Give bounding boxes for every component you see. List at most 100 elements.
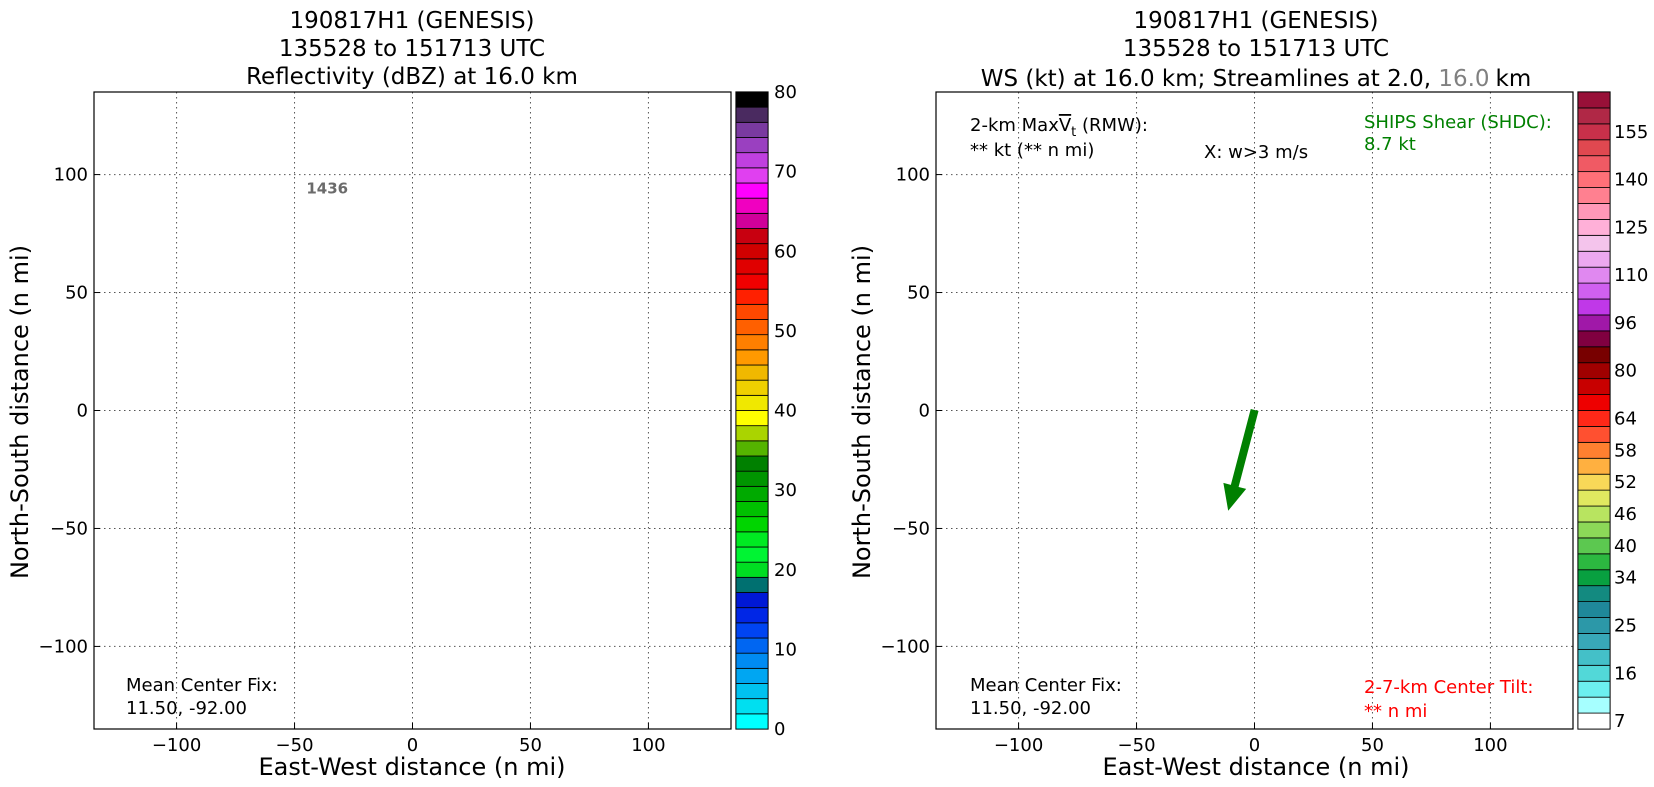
reflectivity-colorbar-tick-label: 40	[774, 401, 797, 422]
reflectivity-y-tick-label: −100	[39, 636, 88, 657]
wind-speed-colorbar-bin	[1577, 250, 1611, 268]
wind-speed-colorbar-bin	[1577, 680, 1611, 698]
wind-speed-colorbar-tick-label: 34	[1614, 568, 1637, 589]
wind-speed-colorbar-bin	[1577, 314, 1611, 332]
wind-speed-colorbar-bin	[1577, 282, 1611, 300]
wind-speed-center-fix-title: Mean Center Fix:	[970, 675, 1122, 696]
reflectivity-y-tick-label: 0	[77, 401, 88, 422]
reflectivity-colorbar-bin	[735, 637, 769, 654]
wind-speed-colorbar-bin	[1577, 330, 1611, 348]
max-vt-symbol: V	[1059, 115, 1072, 136]
wind-speed-colorbar-tick-label: 52	[1614, 472, 1637, 493]
max-vt-value: ** kt (** n mi)	[970, 140, 1094, 161]
reflectivity-colorbar-bin	[735, 182, 769, 199]
reflectivity-title-line-3: Reflectivity (dBZ) at 16.0 km	[246, 64, 578, 90]
reflectivity-colorbar-bin	[735, 652, 769, 669]
reflectivity-x-tick-label: 50	[519, 735, 542, 756]
wind-speed-colorbar-bin	[1577, 696, 1611, 714]
reflectivity-colorbar-tick-label: 50	[774, 321, 797, 342]
max-vt-label: 2-km MaxVt (RMW):	[970, 115, 1148, 140]
reflectivity-title-line-1: 190817H1 (GENESIS)	[289, 8, 534, 34]
reflectivity-colorbar-bin	[735, 667, 769, 684]
reflectivity-colorbar-tick-label: 80	[774, 82, 797, 103]
reflectivity-colorbar-bin	[735, 288, 769, 305]
reflectivity-axis-ticks: −100 −50 0 50 100 −100 −50 0 50 100	[39, 165, 666, 756]
wind-speed-colorbar-bin	[1577, 203, 1611, 220]
reflectivity-colorbar-bin	[735, 516, 769, 533]
reflectivity-colorbar-tick-label: 10	[774, 639, 797, 660]
wind-speed-colorbar-tick-label: 64	[1614, 408, 1637, 429]
reflectivity-time-label: 1436	[306, 179, 348, 197]
max-vt-prefix: 2-km Max	[970, 115, 1059, 136]
reflectivity-colorbar-bin	[735, 561, 769, 578]
wind-speed-colorbar-bin	[1577, 378, 1611, 395]
reflectivity-y-tick-label: 100	[54, 165, 88, 186]
reflectivity-colorbar-bin	[735, 349, 769, 366]
reflectivity-colorbar-bin	[735, 273, 769, 290]
reflectivity-x-tick-label: 100	[631, 735, 665, 756]
wind-speed-colorbar-bin	[1577, 426, 1611, 443]
w-marker-note: X: w>3 m/s	[1204, 142, 1308, 163]
reflectivity-grid	[94, 92, 731, 729]
wind-speed-x-tick-label: 0	[1249, 735, 1260, 756]
wind-speed-x-tick-label: −100	[994, 735, 1043, 756]
wind-speed-colorbar-bin	[1577, 362, 1611, 380]
wind-speed-colorbar-tick-label: 16	[1614, 663, 1637, 684]
wind-speed-colorbar-tick-label: 80	[1614, 361, 1637, 382]
reflectivity-y-axis-label: North-South distance (n mi)	[6, 245, 34, 579]
wind-speed-colorbar-bin	[1577, 633, 1611, 650]
max-vt-subscript: t	[1071, 125, 1076, 140]
wind-speed-colorbar-bin	[1577, 266, 1611, 284]
reflectivity-x-tick-label: −100	[152, 735, 201, 756]
center-tilt-value: ** n mi	[1364, 701, 1427, 722]
wind-speed-colorbar-bin	[1577, 457, 1611, 475]
reflectivity-colorbar-bin	[735, 258, 769, 275]
wind-speed-colorbar-tick-label: 46	[1614, 504, 1637, 525]
reflectivity-colorbar-bin	[735, 319, 769, 336]
wind-speed-colorbar-bin	[1577, 298, 1611, 316]
wind-speed-colorbar-bin	[1577, 553, 1611, 571]
reflectivity-colorbar-bin	[735, 501, 769, 518]
wind-speed-colorbar-bin	[1577, 537, 1611, 555]
reflectivity-x-tick-label: 0	[407, 735, 418, 756]
reflectivity-panel: 190817H1 (GENESIS) 135528 to 151713 UTC …	[6, 8, 797, 781]
wind-speed-colorbar-tick-label: 40	[1614, 536, 1637, 557]
reflectivity-colorbar-tick-label: 60	[774, 241, 797, 262]
wind-speed-colorbar-bin	[1577, 648, 1611, 666]
wind-speed-colorbar-tick-label: 58	[1614, 440, 1637, 461]
wind-speed-axis-ticks: −100 −50 0 50 100 −100 −50 0 50 100	[881, 165, 1508, 756]
reflectivity-y-tick-label: 50	[65, 283, 88, 304]
wind-speed-title-part-unit: km	[1496, 66, 1532, 92]
reflectivity-y-tick-label: −50	[50, 518, 88, 539]
wind-speed-colorbar-bin	[1577, 585, 1611, 602]
reflectivity-colorbar-bin	[735, 485, 769, 502]
wind-speed-colorbar-bin	[1577, 171, 1611, 188]
reflectivity-colorbar-tick-label: 30	[774, 480, 797, 501]
wind-speed-y-tick-label: 0	[919, 401, 930, 422]
wind-speed-x-tick-label: −50	[1118, 735, 1156, 756]
wind-speed-x-tick-label: 100	[1473, 735, 1507, 756]
wind-speed-colorbar-tick-label: 110	[1614, 265, 1648, 286]
reflectivity-colorbar-bin	[735, 410, 769, 427]
wind-speed-colorbar-bin	[1577, 521, 1611, 539]
wind-speed-colorbar-bin	[1577, 123, 1611, 141]
wind-speed-title-line-2: 135528 to 151713 UTC	[1123, 36, 1389, 62]
reflectivity-colorbar-bin	[735, 470, 769, 487]
reflectivity-colorbar-bin	[735, 137, 769, 154]
reflectivity-colorbar-bin	[735, 364, 769, 381]
reflectivity-colorbar-bin	[735, 683, 769, 700]
reflectivity-colorbar-bin	[735, 228, 769, 245]
reflectivity-colorbar-bin	[735, 713, 769, 730]
shear-vector-arrow	[1223, 408, 1259, 511]
wind-speed-colorbar-bin	[1577, 394, 1611, 411]
wind-speed-colorbar-bin	[1577, 601, 1611, 618]
wind-speed-colorbar-bin	[1577, 187, 1611, 204]
wind-speed-colorbar-bin	[1577, 234, 1611, 252]
wind-speed-colorbar-bin	[1577, 569, 1611, 587]
ships-shear-title: SHIPS Shear (SHDC):	[1364, 112, 1552, 133]
wind-speed-x-axis-label: East-West distance (n mi)	[1102, 753, 1409, 781]
reflectivity-center-fix-title: Mean Center Fix:	[126, 675, 278, 696]
reflectivity-colorbar-bin	[735, 243, 769, 260]
wind-speed-y-tick-label: 100	[896, 165, 930, 186]
